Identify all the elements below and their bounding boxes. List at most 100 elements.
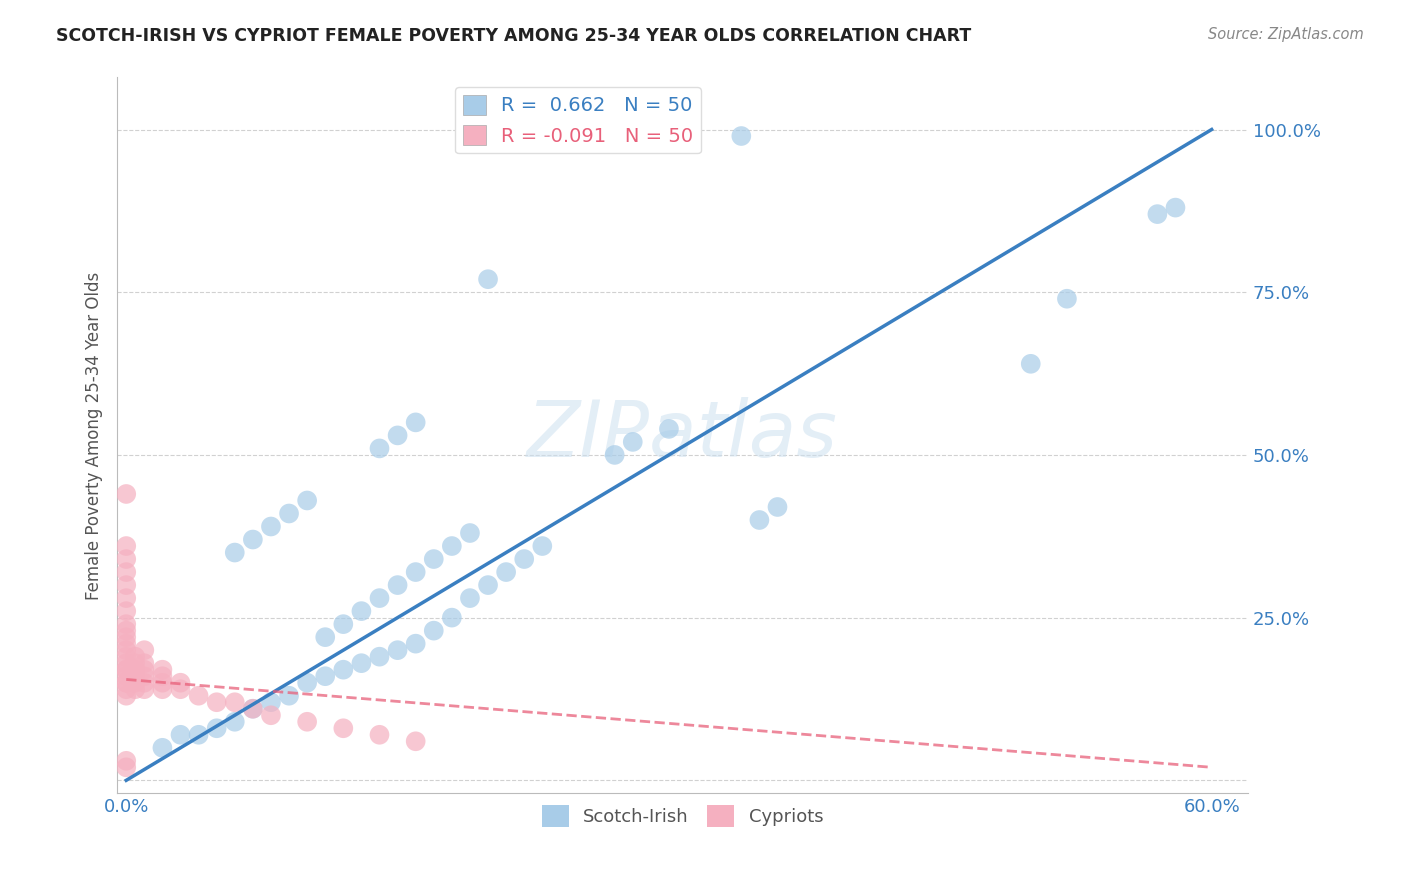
Point [115,754,138,768]
Point [458,526,481,541]
Point [387,643,409,657]
Point [115,552,138,566]
Point [332,617,354,632]
Point [766,500,789,514]
Point [260,519,283,533]
Point [748,513,770,527]
Point [477,272,499,286]
Point [115,624,138,638]
Point [513,552,536,566]
Point [260,695,283,709]
Point [314,630,336,644]
Point [405,565,427,579]
Point [115,682,138,697]
Point [423,624,446,638]
Point [1056,292,1078,306]
Point [134,663,156,677]
Point [1019,357,1042,371]
Point [350,604,373,618]
Point [115,649,138,664]
Point [314,669,336,683]
Point [368,442,391,456]
Point [387,578,409,592]
Point [169,728,191,742]
Point [458,591,481,606]
Point [405,637,427,651]
Point [332,663,354,677]
Point [169,682,191,697]
Point [115,643,138,657]
Point [295,493,318,508]
Point [152,669,174,683]
Point [152,682,174,697]
Point [1146,207,1168,221]
Point [531,539,554,553]
Point [224,545,246,559]
Point [115,578,138,592]
Point [260,708,283,723]
Point [658,422,681,436]
Point [134,675,156,690]
Point [187,728,209,742]
Point [115,637,138,651]
Point [152,663,174,677]
Point [242,533,264,547]
Point [124,675,146,690]
Point [169,675,191,690]
Point [405,734,427,748]
Point [495,565,517,579]
Point [134,643,156,657]
Point [368,649,391,664]
Point [350,656,373,670]
Point [134,656,156,670]
Point [115,663,138,677]
Point [621,434,644,449]
Point [134,669,156,683]
Point [115,675,138,690]
Point [115,689,138,703]
Point [115,760,138,774]
Point [152,675,174,690]
Point [152,740,174,755]
Point [440,610,463,624]
Point [477,578,499,592]
Point [115,617,138,632]
Point [124,656,146,670]
Text: SCOTCH-IRISH VS CYPRIOT FEMALE POVERTY AMONG 25-34 YEAR OLDS CORRELATION CHART: SCOTCH-IRISH VS CYPRIOT FEMALE POVERTY A… [56,27,972,45]
Legend: Scotch-Irish, Cypriots: Scotch-Irish, Cypriots [534,798,831,834]
Point [730,128,752,143]
Y-axis label: Female Poverty Among 25-34 Year Olds: Female Poverty Among 25-34 Year Olds [86,271,103,599]
Point [115,565,138,579]
Point [115,669,138,683]
Point [115,630,138,644]
Point [224,714,246,729]
Point [423,552,446,566]
Point [134,682,156,697]
Point [295,675,318,690]
Point [205,695,228,709]
Point [115,675,138,690]
Point [603,448,626,462]
Point [115,604,138,618]
Point [124,663,146,677]
Point [440,539,463,553]
Point [368,728,391,742]
Point [242,702,264,716]
Point [124,682,146,697]
Point [205,721,228,735]
Point [115,663,138,677]
Point [332,721,354,735]
Point [278,689,301,703]
Point [295,714,318,729]
Text: Source: ZipAtlas.com: Source: ZipAtlas.com [1208,27,1364,42]
Point [387,428,409,442]
Point [368,591,391,606]
Point [115,591,138,606]
Point [115,487,138,501]
Point [405,416,427,430]
Point [224,695,246,709]
Point [278,507,301,521]
Text: ZIPatlas: ZIPatlas [527,398,838,474]
Point [115,656,138,670]
Point [1164,201,1187,215]
